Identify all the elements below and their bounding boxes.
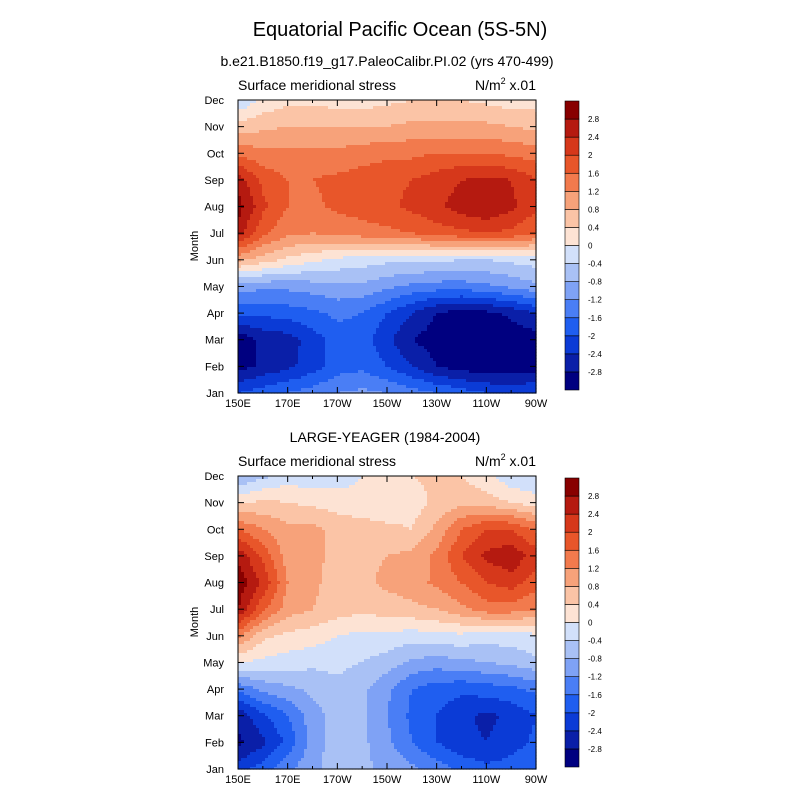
panel-title: b.e21.B1850.f19_g17.PaleoCalibr.PI.02 (y…	[220, 53, 553, 69]
units-base: N/m	[475, 77, 501, 93]
units-label: N/m2 x.01	[475, 76, 536, 93]
panel-top: b.e21.B1850.f19_g17.PaleoCalibr.PI.02 (y…	[189, 53, 602, 410]
figure: Equatorial Pacific Ocean (5S-5N) b.e21.B…	[0, 0, 800, 800]
y-axis-label: Month	[189, 231, 201, 262]
units-suffix: x.01	[506, 77, 537, 93]
figure-title: Equatorial Pacific Ocean (5S-5N)	[253, 19, 548, 41]
contour-field	[238, 100, 537, 394]
field-label: Surface meridional stress	[238, 77, 396, 93]
